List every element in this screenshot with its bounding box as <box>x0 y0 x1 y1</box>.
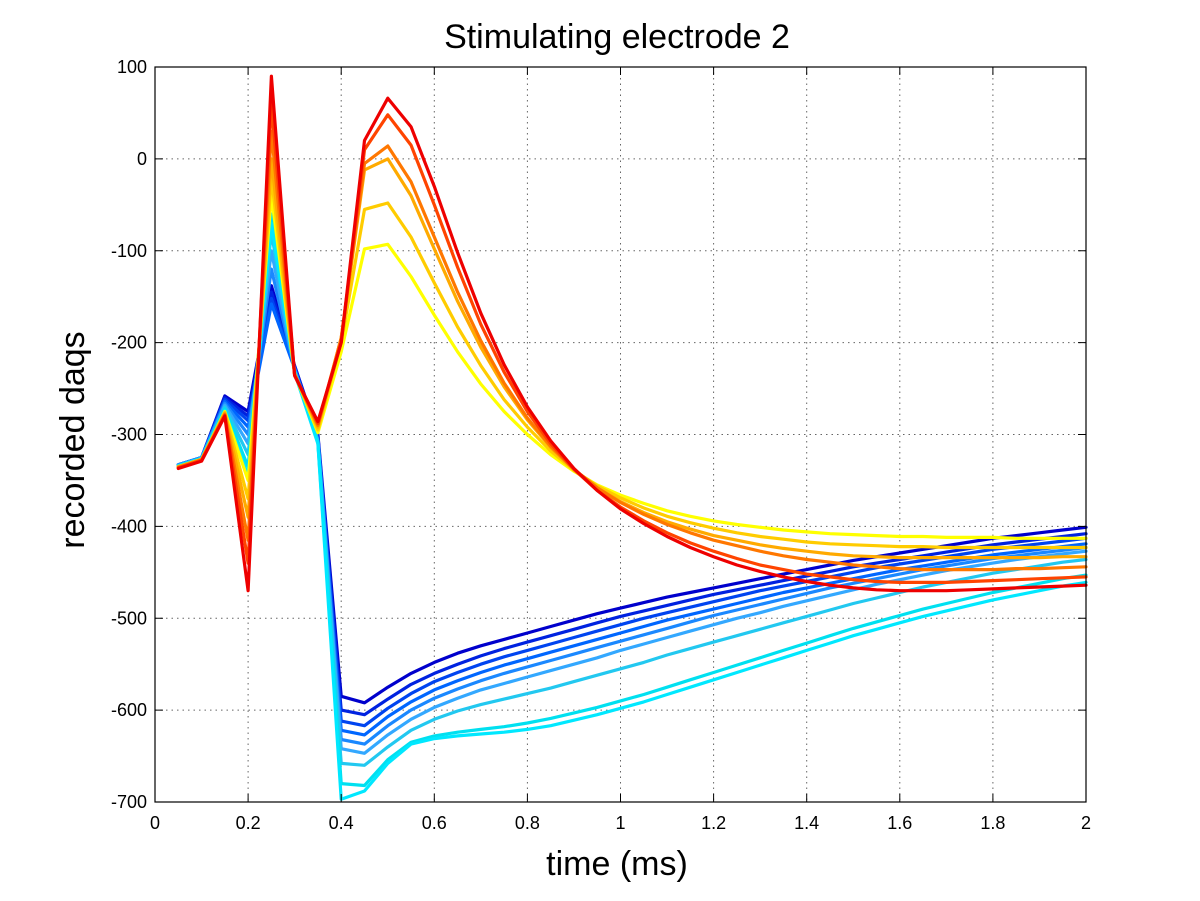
x-tick-label: 0 <box>150 813 160 833</box>
y-tick-label: -700 <box>111 792 147 812</box>
x-tick-label: 1.8 <box>980 813 1005 833</box>
y-tick-label: -400 <box>111 516 147 536</box>
y-tick-label: -300 <box>111 425 147 445</box>
y-axis-label: recorded daqs <box>54 331 92 548</box>
x-tick-label: 0.2 <box>236 813 261 833</box>
series-group <box>176 74 1088 801</box>
y-tick-label: 0 <box>137 149 147 169</box>
x-tick-label: 1.6 <box>887 813 912 833</box>
x-axis-label: time (ms) <box>546 845 688 883</box>
x-tick-label: 1.4 <box>794 813 819 833</box>
series-line-9 <box>176 221 1088 801</box>
series-line-15 <box>176 74 1088 593</box>
x-tick-label: 0.4 <box>329 813 354 833</box>
x-tick-label: 1 <box>615 813 625 833</box>
y-tick-label: -100 <box>111 241 147 261</box>
y-tick-label: -500 <box>111 608 147 628</box>
y-tick-label: -600 <box>111 700 147 720</box>
x-tick-label: 1.2 <box>701 813 726 833</box>
y-tick-label: 100 <box>117 57 147 77</box>
x-tick-label: 0.6 <box>422 813 447 833</box>
x-tick-label: 0.8 <box>515 813 540 833</box>
chart-title: Stimulating electrode 2 <box>444 18 790 56</box>
ticks: 0 0.2 0.4 0.6 0.8 1 1.2 1.4 1.6 1.8 2 100 0 -100 -200 -… <box>111 57 1091 833</box>
y-tick-label: -200 <box>111 333 147 353</box>
x-tick-label: 2 <box>1081 813 1091 833</box>
